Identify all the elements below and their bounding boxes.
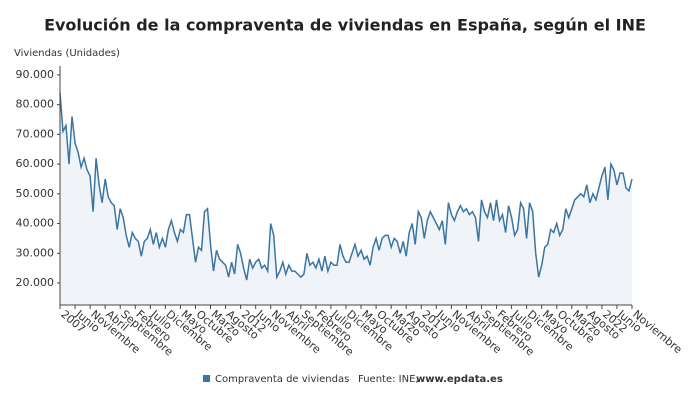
y-axis-label: Viviendas (Unidades) [14,48,120,59]
y-tick-label: 20.000 [16,276,55,289]
chart-title: Evolución de la compraventa de viviendas… [44,16,646,35]
y-tick-label: 90.000 [16,68,55,81]
y-tick-label: 50.000 [16,187,55,200]
y-tick-label: 40.000 [16,217,55,230]
y-tick-label: 80.000 [16,98,55,111]
legend-label: Compraventa de viviendas [215,374,349,385]
y-tick-label: 30.000 [16,246,55,259]
legend-swatch [203,375,210,382]
source-site: www.epdata.es [416,374,503,385]
line [59,92,633,281]
area [60,92,632,305]
source: Fuente: INE, [358,374,419,385]
y-tick-label: 60.000 [16,157,55,170]
x-tick-label: Noviembre [630,308,685,357]
y-tick-label: 70.000 [16,127,55,140]
